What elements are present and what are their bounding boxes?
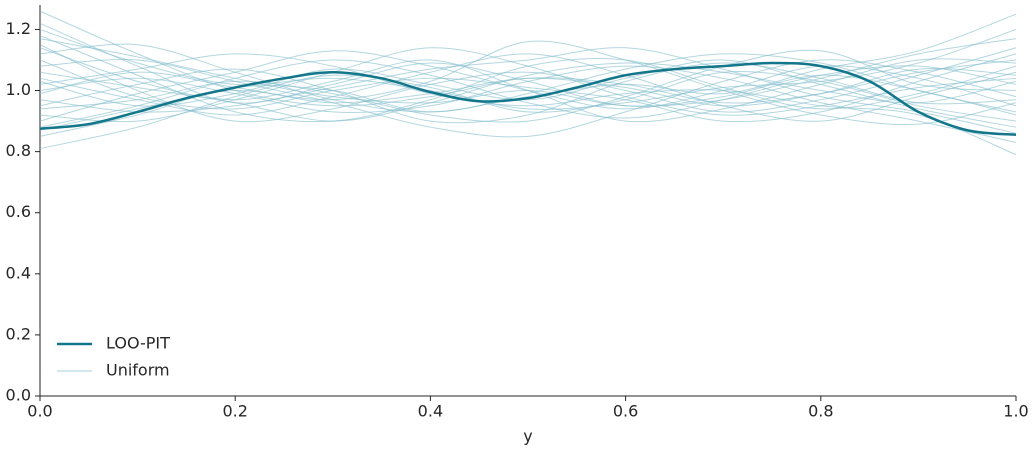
- y-tick-label: 0.8: [6, 141, 31, 160]
- uniform-line: [39, 70, 1017, 150]
- uniform-line: [39, 49, 1017, 123]
- uniform-line: [39, 53, 1017, 122]
- x-tick-label: 0.8: [808, 402, 833, 421]
- x-tick-label: 0.0: [27, 402, 52, 421]
- uniform-line: [39, 13, 1017, 113]
- uniform-line: [39, 40, 1017, 126]
- uniform-line: [39, 53, 1017, 123]
- uniform-line: [39, 59, 1017, 138]
- uniform-line: [39, 62, 1017, 124]
- y-tick-label: 0.4: [6, 263, 31, 282]
- x-tick-label: 0.2: [222, 402, 247, 421]
- loo-pit-line: [39, 61, 1017, 137]
- y-tick-label: 0.0: [6, 386, 31, 405]
- y-tick-label: 0.6: [6, 202, 31, 221]
- y-tick-label: 1.0: [6, 80, 31, 99]
- uniform-line: [39, 59, 1017, 128]
- uniform-line: [39, 62, 1017, 122]
- uniform-line: [39, 47, 1017, 123]
- uniform-line: [39, 38, 1017, 107]
- x-tick-label: 0.4: [418, 402, 443, 421]
- x-tick-label: 1.0: [1003, 402, 1028, 421]
- y-tick-label: 1.2: [6, 19, 31, 38]
- y-tick-label: 0.2: [6, 324, 31, 343]
- legend-label: LOO-PIT: [106, 334, 170, 353]
- uniform-line: [39, 44, 1017, 123]
- x-axis-label: y: [523, 427, 532, 446]
- x-tick-label: 0.6: [613, 402, 638, 421]
- legend-label: Uniform: [106, 361, 170, 380]
- uniform-line: [39, 53, 1017, 156]
